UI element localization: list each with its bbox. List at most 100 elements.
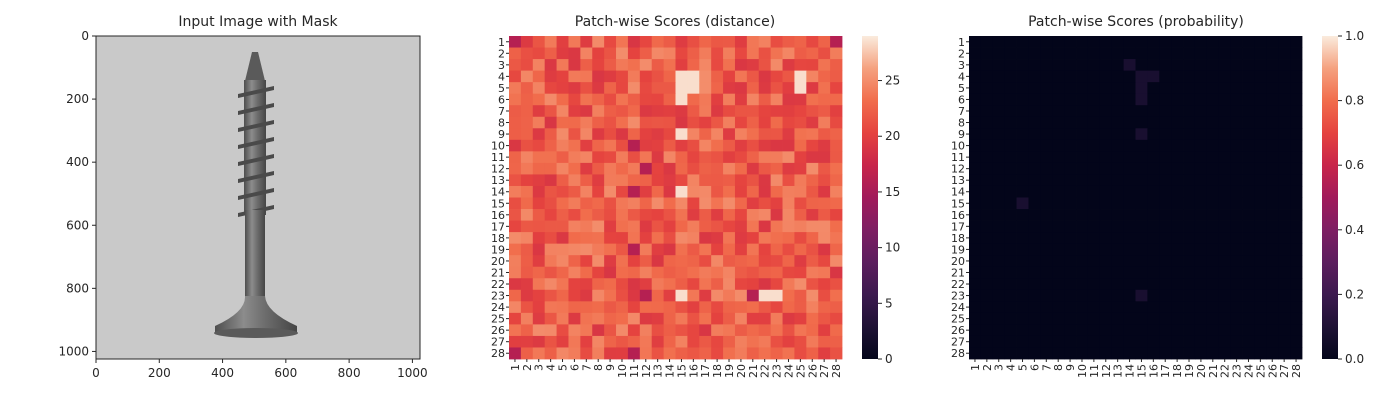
heatmap-cell bbox=[734, 36, 748, 48]
heatmap-cell bbox=[770, 174, 783, 187]
heatmap-cell bbox=[568, 209, 581, 221]
heatmap-cell bbox=[794, 232, 807, 245]
heatmap-cell bbox=[969, 70, 982, 83]
col-tick-label: 7 bbox=[580, 364, 593, 371]
heatmap-cell bbox=[687, 301, 700, 314]
heatmap-cell bbox=[627, 59, 641, 72]
heatmap-cell bbox=[1028, 139, 1041, 152]
heatmap-cell bbox=[1076, 232, 1089, 245]
heatmap-cell bbox=[616, 93, 629, 106]
row-tick-label: 3 bbox=[498, 59, 505, 72]
heatmap-cell bbox=[746, 47, 760, 60]
heatmap-cell bbox=[830, 47, 843, 60]
heatmap-cell bbox=[1254, 289, 1267, 302]
heatmap-cell bbox=[663, 139, 676, 152]
heatmap-cell bbox=[520, 47, 534, 60]
heatmap-cell bbox=[782, 105, 795, 118]
row-tick-label: 16 bbox=[951, 209, 965, 222]
heatmap-cell bbox=[627, 220, 641, 233]
heatmap-cell bbox=[544, 47, 557, 60]
heatmap-cell bbox=[734, 255, 748, 268]
heatmap-cell bbox=[568, 151, 581, 164]
heatmap-cell bbox=[1290, 185, 1303, 198]
heatmap-cell bbox=[711, 209, 724, 221]
heatmap-cell bbox=[1266, 197, 1279, 210]
heatmap-cell bbox=[1194, 116, 1208, 129]
heatmap-cell bbox=[1242, 70, 1255, 83]
heatmap-cell bbox=[1135, 301, 1148, 314]
heatmap-cell bbox=[1159, 139, 1172, 152]
heatmap-cell bbox=[639, 82, 653, 95]
heatmap-cell bbox=[782, 59, 795, 72]
heatmap-cell bbox=[616, 278, 629, 291]
heatmap-cell bbox=[1290, 93, 1303, 106]
heatmap-cell bbox=[1290, 266, 1303, 279]
heatmap-cell bbox=[1171, 59, 1184, 72]
heatmap-cell bbox=[723, 128, 736, 141]
heatmap-cell bbox=[1171, 139, 1184, 152]
heatmap-cell bbox=[1016, 255, 1029, 268]
heatmap-cell bbox=[770, 324, 783, 337]
heatmap-cell bbox=[1183, 243, 1196, 256]
heatmap-cell bbox=[1004, 312, 1017, 325]
heatmap-cell bbox=[734, 243, 748, 256]
heatmap-cell bbox=[651, 255, 665, 268]
heatmap-cell bbox=[651, 301, 665, 314]
heatmap-cell bbox=[1194, 70, 1208, 83]
heatmap-cell bbox=[651, 47, 665, 60]
heatmap-cell bbox=[1040, 151, 1053, 164]
heatmap-cell bbox=[544, 289, 557, 302]
heatmap-cell bbox=[1254, 324, 1267, 337]
heatmap-cell bbox=[1052, 232, 1065, 245]
heatmap-cell bbox=[1099, 185, 1113, 198]
heatmap-cell bbox=[770, 93, 783, 106]
heatmap-cell bbox=[1087, 347, 1101, 360]
heatmap-cell bbox=[1052, 255, 1065, 268]
heatmap-cell bbox=[1052, 278, 1065, 291]
heatmap-cell bbox=[604, 255, 617, 268]
screw-thread bbox=[238, 86, 274, 98]
heatmap-cell bbox=[1004, 70, 1017, 83]
heatmap-cell bbox=[746, 278, 760, 291]
heatmap-cell bbox=[1278, 324, 1291, 337]
heatmap-cell bbox=[723, 162, 736, 175]
heatmap-cell bbox=[782, 197, 795, 210]
heatmap-cell bbox=[1052, 151, 1065, 164]
heatmap-cell bbox=[1171, 93, 1184, 106]
heatmap-cell bbox=[1135, 128, 1148, 141]
heatmap-cell bbox=[1004, 36, 1017, 48]
heatmap-cell bbox=[746, 266, 760, 279]
heatmap-cell bbox=[592, 324, 605, 337]
heatmap-cell bbox=[782, 347, 795, 360]
heatmap-cell bbox=[520, 162, 534, 175]
heatmap-cell bbox=[1004, 255, 1017, 268]
heatmap-cell bbox=[818, 220, 831, 233]
heatmap-cell bbox=[627, 301, 641, 314]
heatmap-cell bbox=[1194, 47, 1208, 60]
heatmap-cell bbox=[1242, 162, 1255, 175]
heatmap-cell bbox=[1159, 324, 1172, 337]
heatmap-cell bbox=[663, 220, 676, 233]
heatmap-cell bbox=[1242, 185, 1255, 198]
heatmap-cell bbox=[1147, 36, 1160, 48]
heatmap-cell bbox=[1087, 301, 1101, 314]
heatmap-cell bbox=[699, 105, 712, 118]
heatmap-cell bbox=[687, 335, 700, 348]
col-tick-label: 22 bbox=[1219, 364, 1232, 378]
heatmap-cell bbox=[675, 128, 688, 141]
row-tick-label: 13 bbox=[951, 174, 965, 187]
heatmap-cell bbox=[580, 36, 593, 48]
heatmap-cell bbox=[806, 243, 819, 256]
heatmap-cell bbox=[675, 278, 688, 291]
row-tick-label: 28 bbox=[951, 347, 965, 360]
heatmap-cell bbox=[1028, 289, 1041, 302]
heatmap-cell bbox=[711, 243, 724, 256]
heatmap-cell bbox=[687, 209, 700, 221]
heatmap-cell bbox=[794, 82, 807, 95]
col-tick-label: 25 bbox=[794, 364, 807, 378]
heatmap-cell bbox=[980, 36, 994, 48]
heatmap-cell bbox=[758, 93, 772, 106]
heatmap-cell bbox=[532, 266, 546, 279]
heatmap-cell bbox=[556, 139, 569, 152]
